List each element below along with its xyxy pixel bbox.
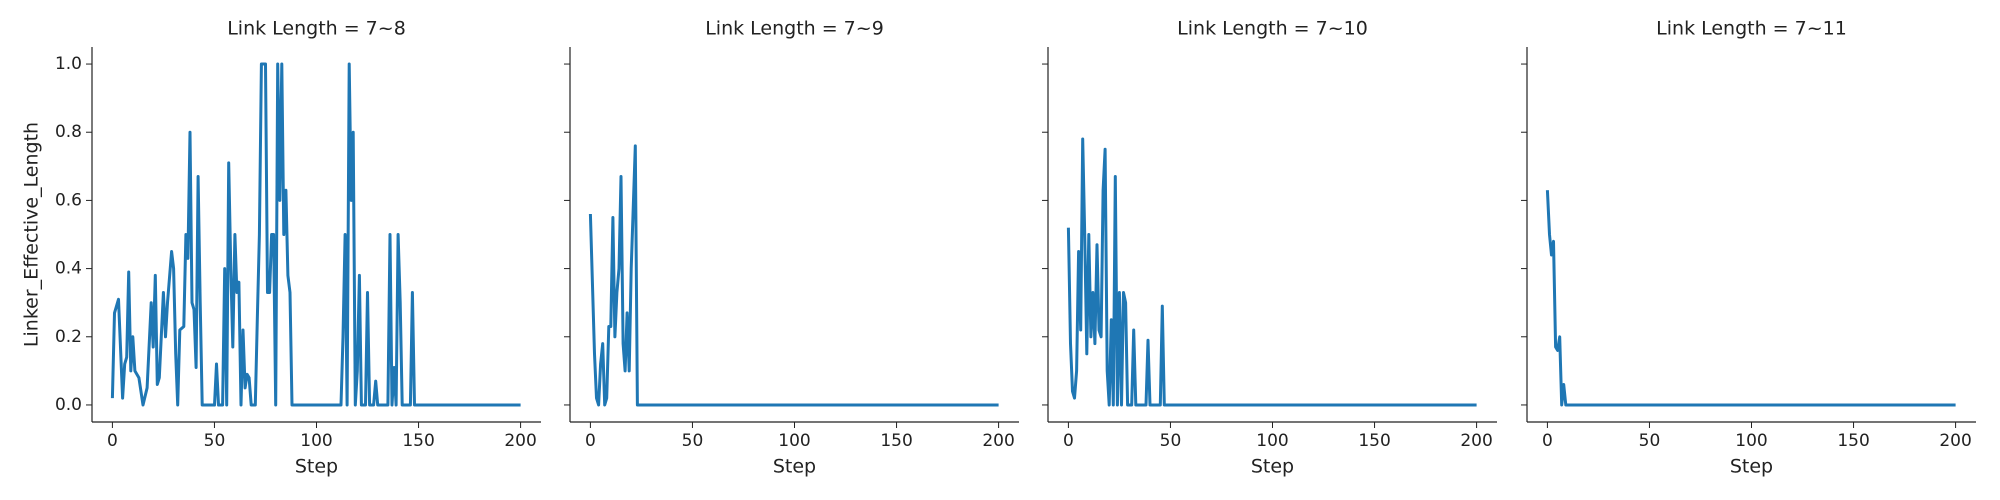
panel-title: Link Length = 7~8 <box>227 18 406 40</box>
x-axis-label: Step <box>295 456 338 478</box>
x-tick-label: 100 <box>1256 431 1288 451</box>
data-line <box>588 144 999 407</box>
y-axis-label: Linker_Effective_Length <box>21 122 43 347</box>
x-tick-label: 0 <box>1063 431 1074 451</box>
panel-title: Link Length = 7~9 <box>705 18 884 40</box>
x-tick-label: 150 <box>1358 431 1390 451</box>
x-tick-label: 0 <box>585 431 596 451</box>
x-tick-label: 200 <box>1460 431 1492 451</box>
panel-title: Link Length = 7~11 <box>1656 18 1847 40</box>
x-tick-label: 200 <box>1939 431 1971 451</box>
x-tick-label: 50 <box>682 431 704 451</box>
x-tick-label: 0 <box>1542 431 1553 451</box>
x-axis-label: Step <box>1251 456 1294 478</box>
y-tick-label: 0.2 <box>55 327 82 347</box>
data-line <box>1066 137 1477 407</box>
x-tick-label: 100 <box>300 431 332 451</box>
x-tick-label: 50 <box>1160 431 1182 451</box>
data-line <box>110 62 521 407</box>
x-tick-label: 0 <box>107 431 118 451</box>
x-axis-label: Step <box>773 456 816 478</box>
x-tick-label: 150 <box>1837 431 1869 451</box>
y-tick-label: 0.6 <box>55 190 82 210</box>
y-tick-label: 0.0 <box>55 395 82 415</box>
panel-title: Link Length = 7~10 <box>1177 18 1368 40</box>
y-tick-label: 0.4 <box>55 259 82 279</box>
x-tick-label: 200 <box>982 431 1014 451</box>
y-tick-label: 0.8 <box>55 122 82 142</box>
x-axis-label: Step <box>1730 456 1773 478</box>
x-tick-label: 100 <box>778 431 810 451</box>
x-tick-label: 50 <box>204 431 226 451</box>
x-tick-label: 100 <box>1735 431 1767 451</box>
x-tick-label: 50 <box>1639 431 1661 451</box>
y-tick-label: 1.0 <box>55 54 82 74</box>
x-tick-label: 150 <box>402 431 434 451</box>
data-line <box>1545 190 1956 407</box>
x-tick-label: 200 <box>504 431 536 451</box>
x-tick-label: 150 <box>880 431 912 451</box>
